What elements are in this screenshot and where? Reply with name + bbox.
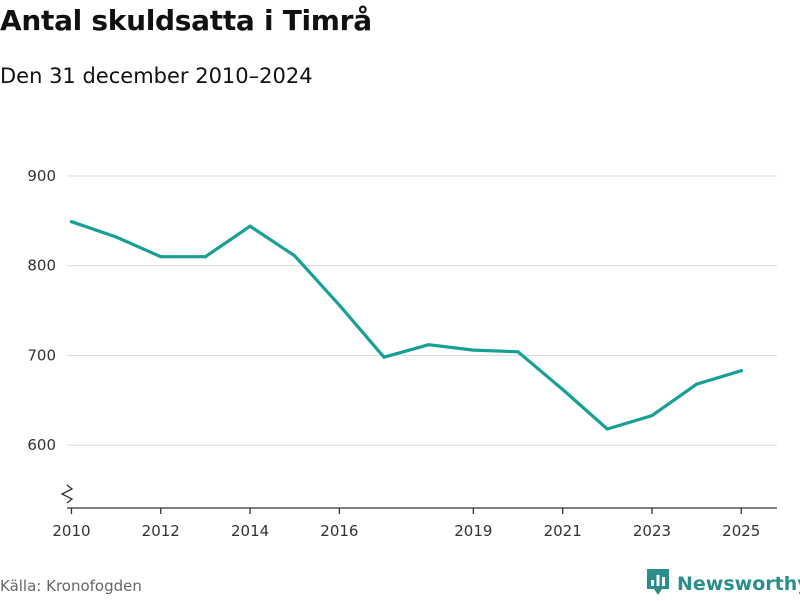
grid-lines: 600 700 800 900 <box>27 167 777 454</box>
x-tick-label-2014: 2014 <box>231 522 269 540</box>
data-point-2017 <box>382 355 386 359</box>
data-point-2022 <box>605 427 609 431</box>
y-tick-label-800: 800 <box>27 257 56 275</box>
data-point-2024 <box>695 382 699 386</box>
chart-title: Antal skuldsatta i Timrå <box>0 4 372 37</box>
brand-logo: Newsworthy <box>645 568 800 600</box>
data-point-2019 <box>471 348 475 352</box>
x-tick-label-2019: 2019 <box>454 522 492 540</box>
data-point-2013 <box>203 255 208 259</box>
axis-break-icon <box>60 484 74 504</box>
data-point-2010 <box>69 220 74 224</box>
brand-name: Newsworthy <box>677 573 800 595</box>
data-point-2023 <box>650 413 654 418</box>
data-point-2012 <box>159 255 163 259</box>
x-tick-label-2016: 2016 <box>320 522 358 540</box>
y-tick-label-900: 900 <box>27 167 56 185</box>
data-point-2015 <box>293 254 297 258</box>
data-point-2014 <box>248 224 252 228</box>
series-layer <box>69 220 743 431</box>
data-point-2011 <box>114 235 118 239</box>
x-tick-label-2021: 2021 <box>544 522 582 540</box>
y-tick-label-600: 600 <box>27 436 56 454</box>
chart-subtitle: Den 31 december 2010–2024 <box>0 64 313 88</box>
x-tick-label-2023: 2023 <box>633 522 671 540</box>
data-point-2021 <box>561 387 565 392</box>
data-point-2018 <box>427 343 431 347</box>
x-tick-label-2010: 2010 <box>52 522 90 540</box>
x-axis: 2010 2012 2014 2016 2019 2021 2023 2025 <box>52 484 777 540</box>
newsworthy-logo-icon <box>645 567 671 601</box>
data-point-2020 <box>516 350 520 354</box>
data-point-2025 <box>739 369 743 373</box>
y-tick-label-700: 700 <box>27 346 56 364</box>
x-tick-label-2025: 2025 <box>722 522 760 540</box>
x-tick-label-2012: 2012 <box>142 522 180 540</box>
data-point-2016 <box>337 303 341 307</box>
series-line-0 <box>69 220 743 431</box>
source-note: Källa: Kronofogden <box>0 577 142 595</box>
